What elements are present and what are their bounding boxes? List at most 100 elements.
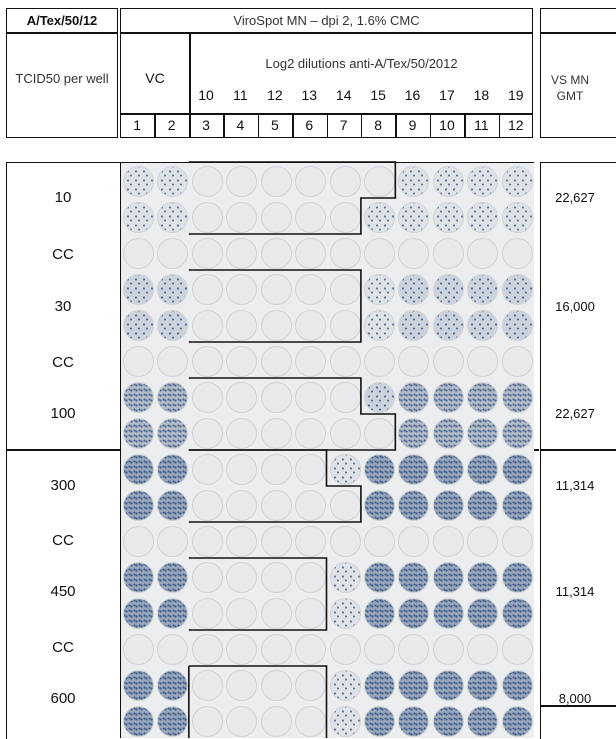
plate-well — [501, 670, 533, 701]
plate-well — [123, 166, 154, 197]
plate-well — [157, 526, 189, 557]
plate-well — [432, 346, 464, 377]
gmt-group-divider — [540, 449, 616, 451]
plate-well — [363, 166, 395, 197]
plate-well — [157, 598, 189, 629]
plate-well — [226, 346, 258, 377]
plate-well — [123, 202, 154, 233]
gmt-value: 8,000 — [558, 691, 592, 706]
gmt-value: 16,000 — [555, 299, 595, 314]
plate-well — [363, 670, 395, 701]
titer-outline — [188, 449, 362, 523]
plate-well — [157, 490, 189, 521]
plate-well — [467, 706, 499, 737]
plate-well — [363, 598, 395, 629]
plate-well — [226, 454, 258, 485]
plate-well — [363, 346, 395, 377]
plate-well — [260, 490, 292, 521]
plate-well — [432, 418, 464, 449]
plate-well — [260, 634, 292, 665]
plate-well — [329, 202, 361, 233]
plate-well — [191, 490, 223, 521]
plate-well — [123, 526, 154, 557]
plate-well — [329, 526, 361, 557]
plate-well — [260, 382, 292, 413]
plate-well — [363, 454, 395, 485]
plate-well — [329, 346, 361, 377]
plate-well — [157, 238, 189, 269]
plate-well — [157, 562, 189, 593]
titer-outline — [188, 377, 397, 451]
row-label: CC — [52, 246, 74, 263]
plate-well — [260, 274, 292, 305]
gmt-label: VS MN GMT — [550, 73, 589, 103]
plate-well — [191, 418, 223, 449]
plate-well — [467, 202, 499, 233]
plate-well — [295, 706, 327, 737]
plate-well — [191, 310, 223, 341]
dilution-number: 17 — [439, 87, 455, 103]
plate-well — [191, 706, 223, 737]
plate-well — [398, 238, 430, 269]
row-label: CC — [52, 639, 74, 656]
dilution-number: 19 — [507, 87, 524, 103]
plate-well — [398, 706, 430, 737]
plate-well — [467, 490, 499, 521]
plate-well — [191, 274, 223, 305]
plate-well — [123, 562, 154, 593]
plate-well — [295, 562, 327, 593]
gmt-bottom-divider — [540, 705, 616, 707]
plate-well — [191, 238, 223, 269]
plate-well — [123, 706, 154, 737]
plate-well — [295, 634, 327, 665]
row-label: 450 — [50, 583, 76, 600]
dilution-number: 11 — [233, 87, 248, 103]
column-divider — [257, 113, 260, 138]
plate-well — [467, 562, 499, 593]
plate-well — [501, 562, 533, 593]
plate-well — [329, 490, 361, 521]
plate-well — [398, 562, 430, 593]
plate-well — [363, 634, 395, 665]
plate-well — [467, 238, 499, 269]
plate-well — [260, 454, 292, 485]
plate-well — [432, 670, 464, 701]
plate-well — [501, 382, 533, 413]
column-number: 11 — [474, 117, 489, 133]
plate-well — [226, 238, 258, 269]
column-number: 10 — [439, 117, 455, 133]
plate-well — [398, 202, 430, 233]
gmt-value: 11,314 — [555, 584, 595, 599]
gmt-header-cell — [540, 8, 616, 138]
plate-well — [123, 238, 154, 269]
plate-well — [467, 346, 499, 377]
strain-header-cell — [6, 8, 118, 138]
plate-well — [501, 454, 533, 485]
divider — [120, 32, 533, 34]
plate-well — [157, 346, 189, 377]
plate-well — [123, 634, 154, 665]
column-number: 1 — [133, 117, 142, 133]
plate-well — [329, 382, 361, 413]
plate-well — [226, 562, 258, 593]
plate-well — [363, 382, 395, 413]
plate-well — [363, 310, 395, 341]
column-number: 9 — [408, 117, 417, 133]
plate-well — [329, 166, 361, 197]
plate-well — [432, 706, 464, 737]
plate-well — [363, 562, 395, 593]
plate-well — [191, 562, 223, 593]
vc-divider — [189, 32, 191, 138]
plate-well — [191, 598, 223, 629]
plate-well — [295, 490, 327, 521]
plate-well — [432, 202, 464, 233]
dilution-number: 12 — [267, 87, 283, 103]
column-number: 8 — [374, 117, 382, 133]
plate-well — [329, 274, 361, 305]
dilution-number: 14 — [335, 87, 352, 103]
titer-outlines — [188, 161, 397, 738]
plate-well — [123, 274, 154, 305]
plate-well — [123, 454, 154, 485]
gmt-value: 11,314 — [555, 478, 595, 493]
plate-well — [226, 166, 258, 197]
